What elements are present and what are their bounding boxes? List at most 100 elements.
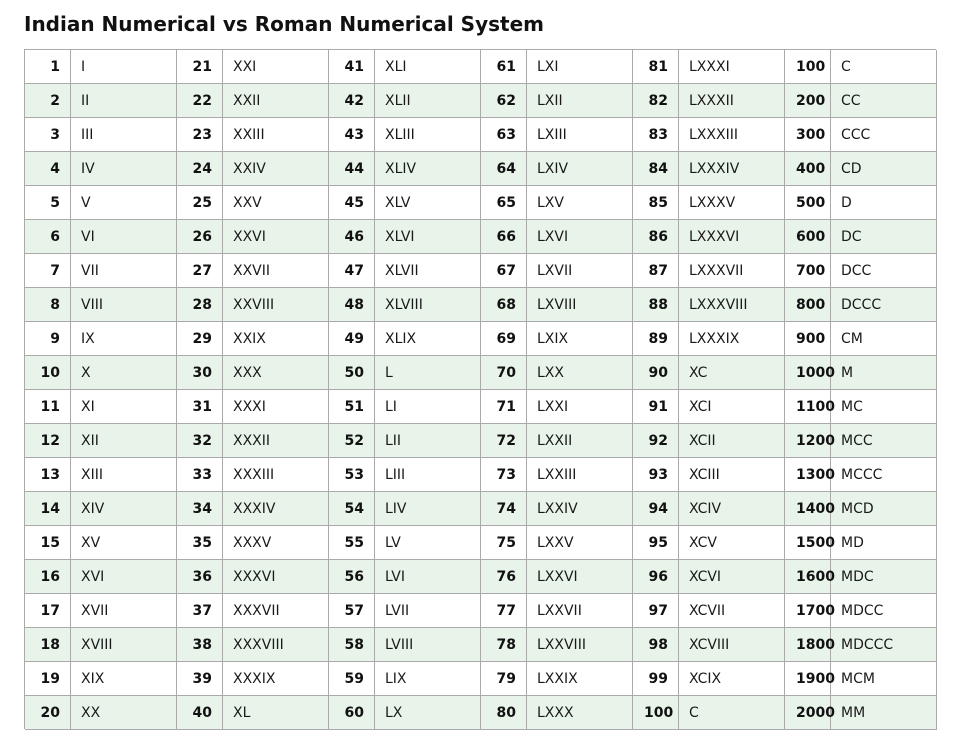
roman-numeral-cell: LXV <box>527 186 633 220</box>
indian-number-cell: 56 <box>329 560 375 594</box>
indian-number-cell: 86 <box>633 220 679 254</box>
indian-number-cell: 57 <box>329 594 375 628</box>
indian-number-cell: 87 <box>633 254 679 288</box>
roman-numeral-cell: XXVII <box>223 254 329 288</box>
roman-numeral-cell: XC <box>679 356 785 390</box>
roman-numeral-cell: LVII <box>375 594 481 628</box>
roman-numeral-cell: LXXXVIII <box>679 288 785 322</box>
indian-number-cell: 49 <box>329 322 375 356</box>
indian-number-cell: 21 <box>177 50 223 84</box>
roman-numeral-cell: LXIV <box>527 152 633 186</box>
indian-number-cell: 8 <box>25 288 71 322</box>
roman-numeral-cell: LII <box>375 424 481 458</box>
indian-number-cell: 26 <box>177 220 223 254</box>
roman-numeral-cell: DCCC <box>831 288 937 322</box>
roman-numeral-cell: XXXIV <box>223 492 329 526</box>
indian-number-cell: 5 <box>25 186 71 220</box>
roman-numeral-cell: D <box>831 186 937 220</box>
indian-number-cell: 22 <box>177 84 223 118</box>
roman-numeral-cell: LIV <box>375 492 481 526</box>
roman-numeral-cell: XXXV <box>223 526 329 560</box>
roman-numeral-cell: XCV <box>679 526 785 560</box>
indian-number-cell: 98 <box>633 628 679 662</box>
roman-numeral-cell: LXXI <box>527 390 633 424</box>
table-row: 4 IV 24 XXIV 44 XLIV 64 LXIV 84 LXXXIV 400 CD <box>25 152 937 186</box>
roman-numeral-cell: MC <box>831 390 937 424</box>
indian-number-cell: 14 <box>25 492 71 526</box>
numeral-table: 1 I 21 XXI 41 XLI 61 LXI 81 LXXXI 100 C 2 II 22 XXII 42 X… <box>24 49 937 730</box>
roman-numeral-cell: LV <box>375 526 481 560</box>
indian-number-cell: 100 <box>633 696 679 730</box>
roman-numeral-cell: LIII <box>375 458 481 492</box>
indian-number-cell: 90 <box>633 356 679 390</box>
roman-numeral-cell: XL <box>223 696 329 730</box>
roman-numeral-cell: LXXII <box>527 424 633 458</box>
indian-number-cell: 15 <box>25 526 71 560</box>
roman-numeral-cell: XIII <box>71 458 177 492</box>
table-row: 2 II 22 XXII 42 XLII 62 LXII 82 LXXXII 200 CC <box>25 84 937 118</box>
roman-numeral-cell: XXIX <box>223 322 329 356</box>
roman-numeral-cell: LXXXIV <box>679 152 785 186</box>
indian-number-cell: 54 <box>329 492 375 526</box>
roman-numeral-cell: XXVI <box>223 220 329 254</box>
table-row: 13 XIII 33 XXXIII 53 LIII 73 LXXIII 93 XCIII 1300 M… <box>25 458 937 492</box>
roman-numeral-cell: LXXVIII <box>527 628 633 662</box>
roman-numeral-cell: XXII <box>223 84 329 118</box>
indian-number-cell: 13 <box>25 458 71 492</box>
indian-number-cell: 62 <box>481 84 527 118</box>
indian-number-cell: 1500 <box>785 526 835 560</box>
indian-number-cell: 69 <box>481 322 527 356</box>
indian-number-cell: 42 <box>329 84 375 118</box>
roman-numeral-cell: V <box>71 186 177 220</box>
indian-number-cell: 93 <box>633 458 679 492</box>
indian-number-cell: 17 <box>25 594 71 628</box>
indian-number-cell: 34 <box>177 492 223 526</box>
roman-numeral-cell: IV <box>71 152 177 186</box>
roman-numeral-cell: XLV <box>375 186 481 220</box>
roman-numeral-cell: LXXXIX <box>679 322 785 356</box>
roman-numeral-cell: XCII <box>679 424 785 458</box>
roman-numeral-cell: VII <box>71 254 177 288</box>
indian-number-cell: 40 <box>177 696 223 730</box>
roman-numeral-cell: LVI <box>375 560 481 594</box>
table-row: 1 I 21 XXI 41 XLI 61 LXI 81 LXXXI 100 C <box>25 50 937 84</box>
table-row: 18 XVIII 38 XXXVIII 58 LVIII 78 LXXVIII 98 XCVIII… <box>25 628 937 662</box>
roman-numeral-cell: X <box>71 356 177 390</box>
roman-numeral-cell: LXVI <box>527 220 633 254</box>
indian-number-cell: 1 <box>25 50 71 84</box>
indian-number-cell: 96 <box>633 560 679 594</box>
indian-number-cell: 92 <box>633 424 679 458</box>
roman-numeral-cell: XLII <box>375 84 481 118</box>
table-row: 17 XVII 37 XXXVII 57 LVII 77 LXXVII 97 XCVII 1700 M… <box>25 594 937 628</box>
roman-numeral-cell: LXVII <box>527 254 633 288</box>
indian-number-cell: 78 <box>481 628 527 662</box>
indian-number-cell: 85 <box>633 186 679 220</box>
roman-numeral-cell: XCI <box>679 390 785 424</box>
indian-number-cell: 3 <box>25 118 71 152</box>
indian-number-cell: 55 <box>329 526 375 560</box>
roman-numeral-cell: LXXXIII <box>679 118 785 152</box>
indian-number-cell: 200 <box>785 84 831 118</box>
indian-number-cell: 24 <box>177 152 223 186</box>
indian-number-cell: 79 <box>481 662 527 696</box>
roman-numeral-cell: XXIV <box>223 152 329 186</box>
roman-numeral-cell: LXIX <box>527 322 633 356</box>
roman-numeral-cell: III <box>71 118 177 152</box>
roman-numeral-cell: XXXII <box>223 424 329 458</box>
indian-number-cell: 64 <box>481 152 527 186</box>
indian-number-cell: 10 <box>25 356 71 390</box>
roman-numeral-cell: LXI <box>527 50 633 84</box>
indian-number-cell: 75 <box>481 526 527 560</box>
roman-numeral-cell: LIX <box>375 662 481 696</box>
roman-numeral-cell: LXXV <box>527 526 633 560</box>
indian-number-cell: 82 <box>633 84 679 118</box>
roman-numeral-cell: XXI <box>223 50 329 84</box>
indian-number-cell: 700 <box>785 254 831 288</box>
indian-number-cell: 1000 <box>785 356 835 390</box>
roman-numeral-cell: XLVI <box>375 220 481 254</box>
indian-number-cell: 43 <box>329 118 375 152</box>
indian-number-cell: 46 <box>329 220 375 254</box>
roman-numeral-cell: LVIII <box>375 628 481 662</box>
table-row: 20 XX 40 XL 60 LX 80 LXXX 100 C 2000 MM <box>25 696 937 730</box>
roman-numeral-cell: LXXXII <box>679 84 785 118</box>
